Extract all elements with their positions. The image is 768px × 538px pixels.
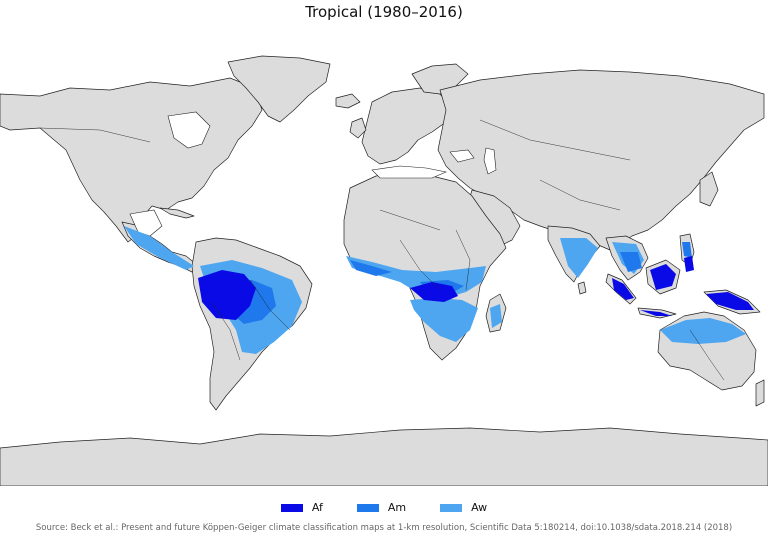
- mediterranean: [371, 165, 448, 179]
- aw-africa-south: [410, 298, 478, 342]
- iceland: [335, 93, 361, 109]
- legend: Af Am Aw: [0, 501, 768, 514]
- world-map: [0, 55, 768, 486]
- af-new-guinea: [706, 292, 754, 310]
- border-line: [39, 127, 151, 143]
- aw-madagascar: [490, 304, 502, 328]
- am-indochina: [620, 252, 642, 272]
- antarctica: [0, 427, 768, 486]
- border-line: [399, 239, 441, 291]
- water-features: [129, 111, 497, 237]
- af-amazon: [198, 270, 256, 320]
- border-line: [539, 179, 621, 211]
- af-java: [640, 310, 672, 316]
- am-africa-west: [350, 260, 392, 276]
- source-citation: Source: Beck et al.: Present and future …: [35, 523, 733, 533]
- map-title: Tropical (1980–2016): [305, 3, 463, 21]
- af-sumatra: [612, 278, 634, 300]
- black-sea: [449, 149, 475, 163]
- climate-af-layer: [198, 256, 754, 320]
- am-philippines: [682, 242, 692, 258]
- legend-swatch-af: [280, 503, 303, 512]
- legend-label-aw: Aw: [471, 501, 488, 514]
- north-america: [0, 77, 263, 243]
- cuba: [159, 207, 195, 219]
- legend-label-af: Af: [311, 501, 323, 514]
- legend-item-aw: Aw: [440, 501, 487, 514]
- hudson-bay: [167, 111, 211, 149]
- af-borneo: [650, 264, 676, 290]
- border-line: [379, 209, 441, 231]
- gulf-of-mexico: [129, 209, 163, 237]
- border-line: [455, 229, 471, 291]
- legend-swatch-aw: [440, 503, 463, 512]
- legend-item-am: Am: [356, 501, 407, 514]
- border-line: [249, 279, 291, 331]
- legend-item-af: Af: [280, 501, 323, 514]
- new-zealand: [755, 379, 765, 407]
- border-line: [211, 301, 241, 361]
- europe: [361, 87, 451, 165]
- japan: [699, 171, 719, 207]
- legend-swatch-am: [356, 503, 379, 512]
- caspian-sea: [483, 147, 497, 175]
- sri-lanka: [577, 281, 587, 295]
- country-borders: [39, 119, 725, 381]
- af-philippines: [684, 256, 694, 272]
- aw-india: [560, 238, 598, 278]
- greenland: [227, 55, 331, 123]
- border-line: [689, 329, 725, 381]
- aw-central-america: [124, 226, 194, 270]
- british-isles: [349, 117, 367, 139]
- border-line: [479, 119, 631, 161]
- legend-label-am: Am: [387, 501, 407, 514]
- aw-australia: [660, 318, 746, 344]
- af-congo: [410, 282, 458, 302]
